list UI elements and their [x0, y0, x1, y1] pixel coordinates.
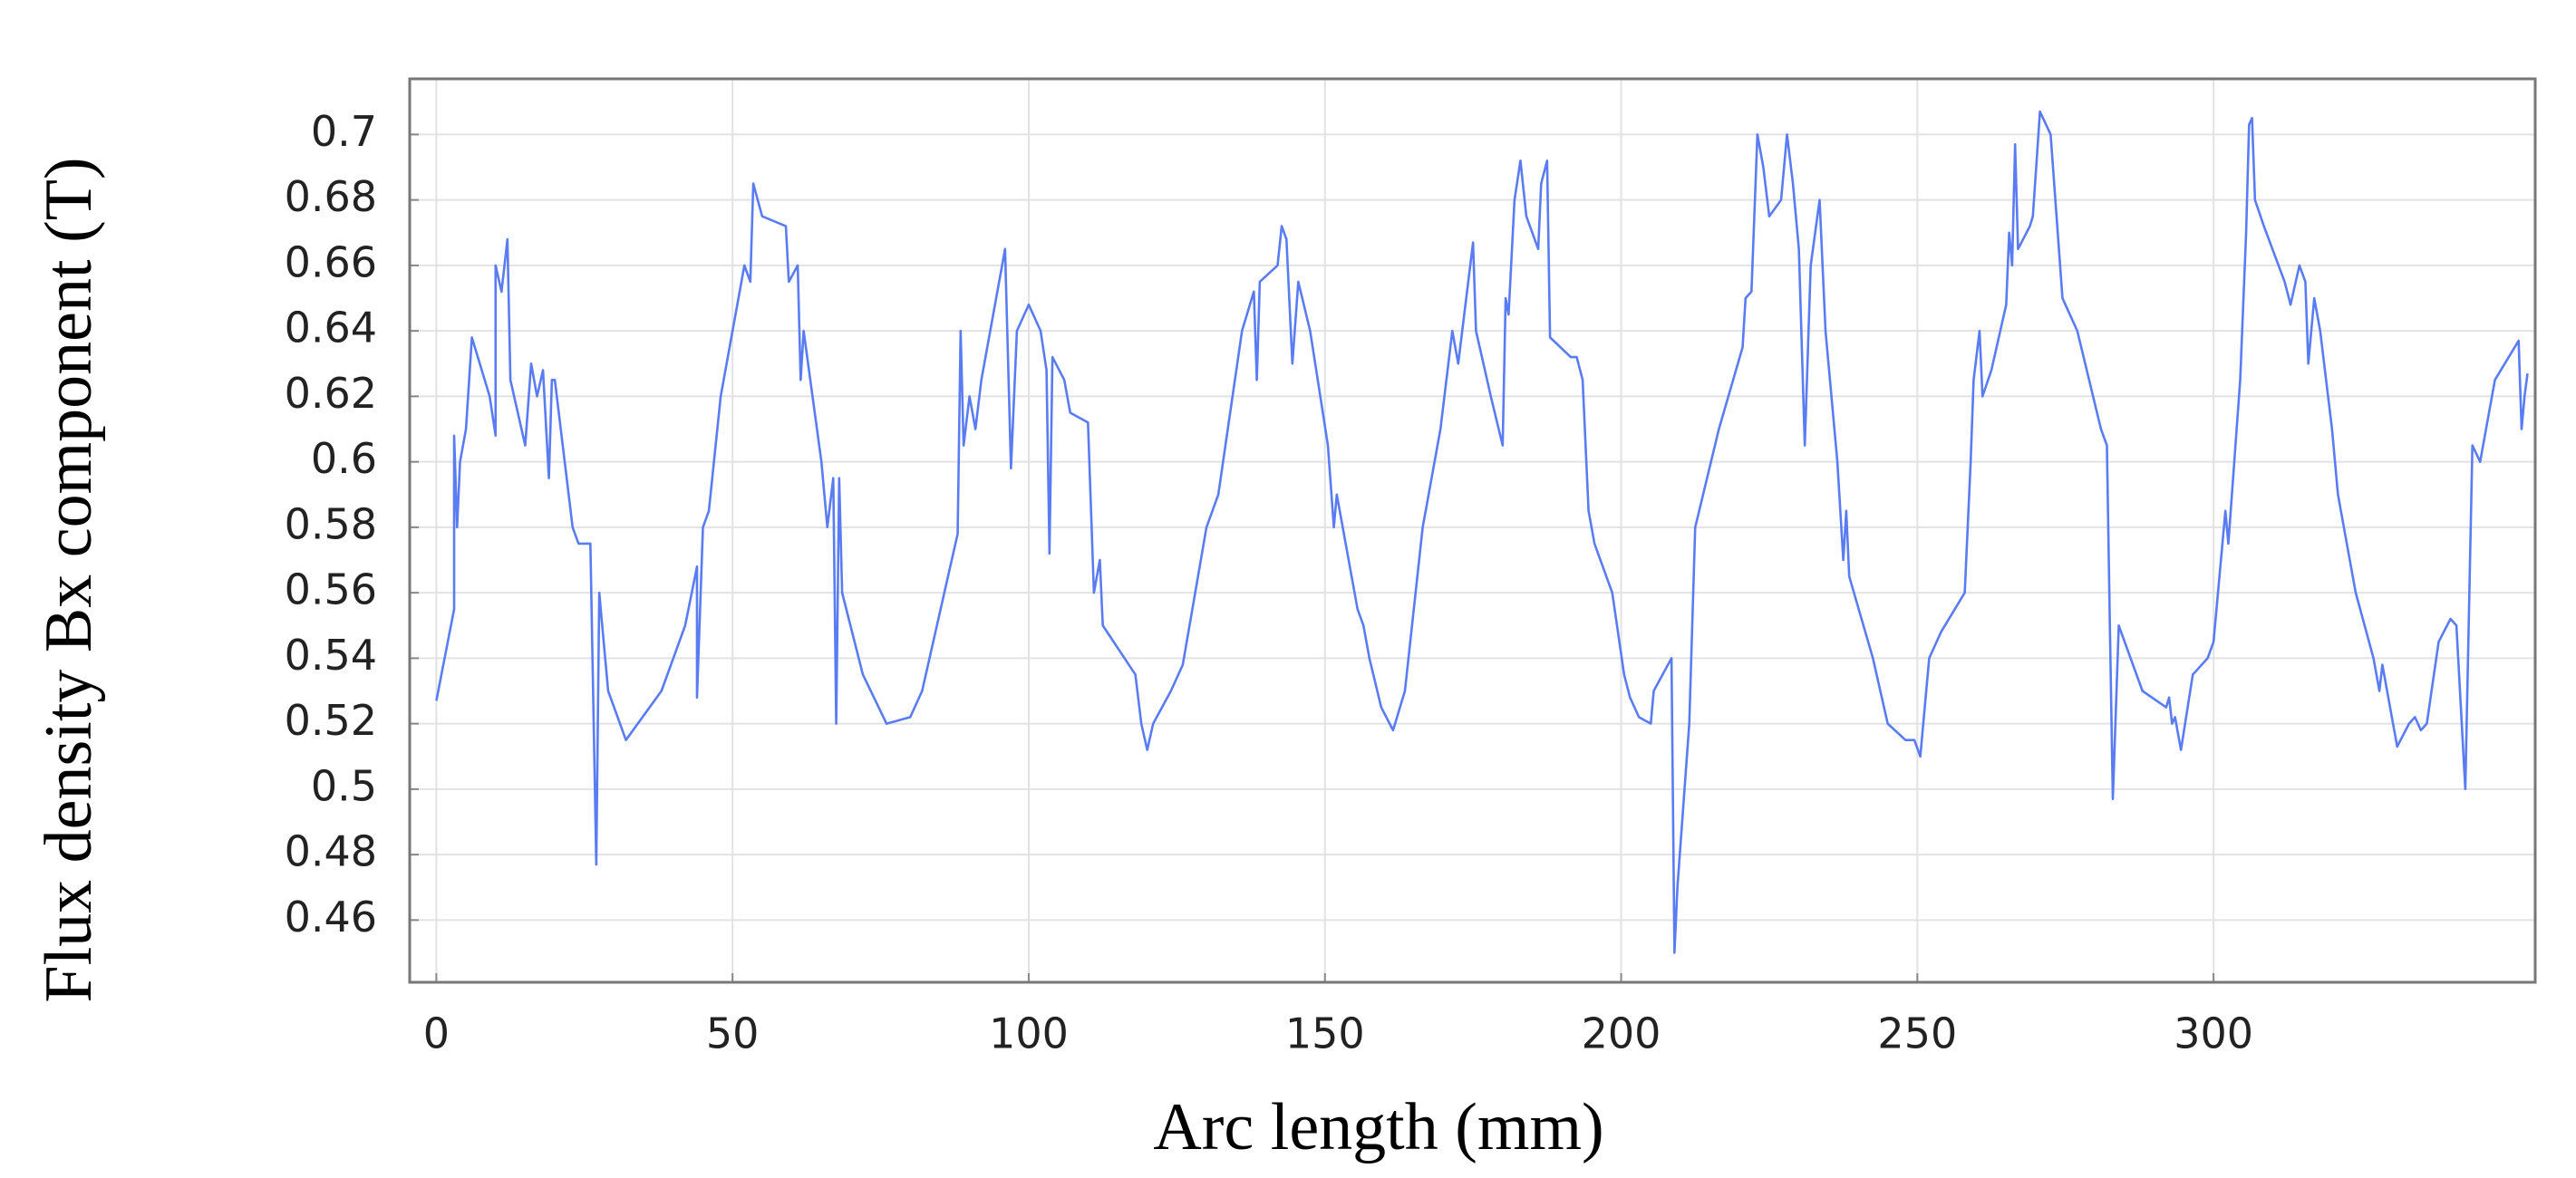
y-tick-label: 0.46 — [285, 893, 377, 941]
y-tick-label: 0.56 — [285, 565, 377, 614]
plot-background — [410, 79, 2535, 982]
plot-frame — [408, 77, 2537, 984]
y-tick-label: 0.48 — [285, 827, 377, 876]
y-tick-label: 0.58 — [285, 499, 377, 548]
y-tick-label: 0.66 — [285, 237, 377, 286]
y-axis-label: Flux density Bx component (T) — [32, 157, 106, 1002]
y-tick-label: 0.52 — [285, 696, 377, 745]
y-tick-label: 0.5 — [311, 761, 377, 810]
x-tick-label: 0 — [423, 1009, 450, 1058]
x-tick-label: 250 — [1877, 1009, 1957, 1058]
y-tick-label: 0.6 — [311, 434, 377, 483]
x-tick-label: 300 — [2174, 1009, 2253, 1058]
data-line — [435, 110, 2529, 954]
x-tick-label: 100 — [989, 1009, 1069, 1058]
y-tick-label: 0.54 — [285, 631, 377, 680]
x-tick-label: 200 — [1582, 1009, 1661, 1058]
x-tick-label: 50 — [706, 1009, 760, 1058]
y-tick-label: 0.64 — [285, 304, 377, 352]
y-tick-label: 0.62 — [285, 369, 377, 418]
y-tick-label: 0.68 — [285, 172, 377, 221]
x-tick-label: 150 — [1285, 1009, 1365, 1058]
x-axis-label: Arc length (mm) — [1153, 1090, 1603, 1164]
y-tick-label: 0.7 — [311, 107, 377, 156]
